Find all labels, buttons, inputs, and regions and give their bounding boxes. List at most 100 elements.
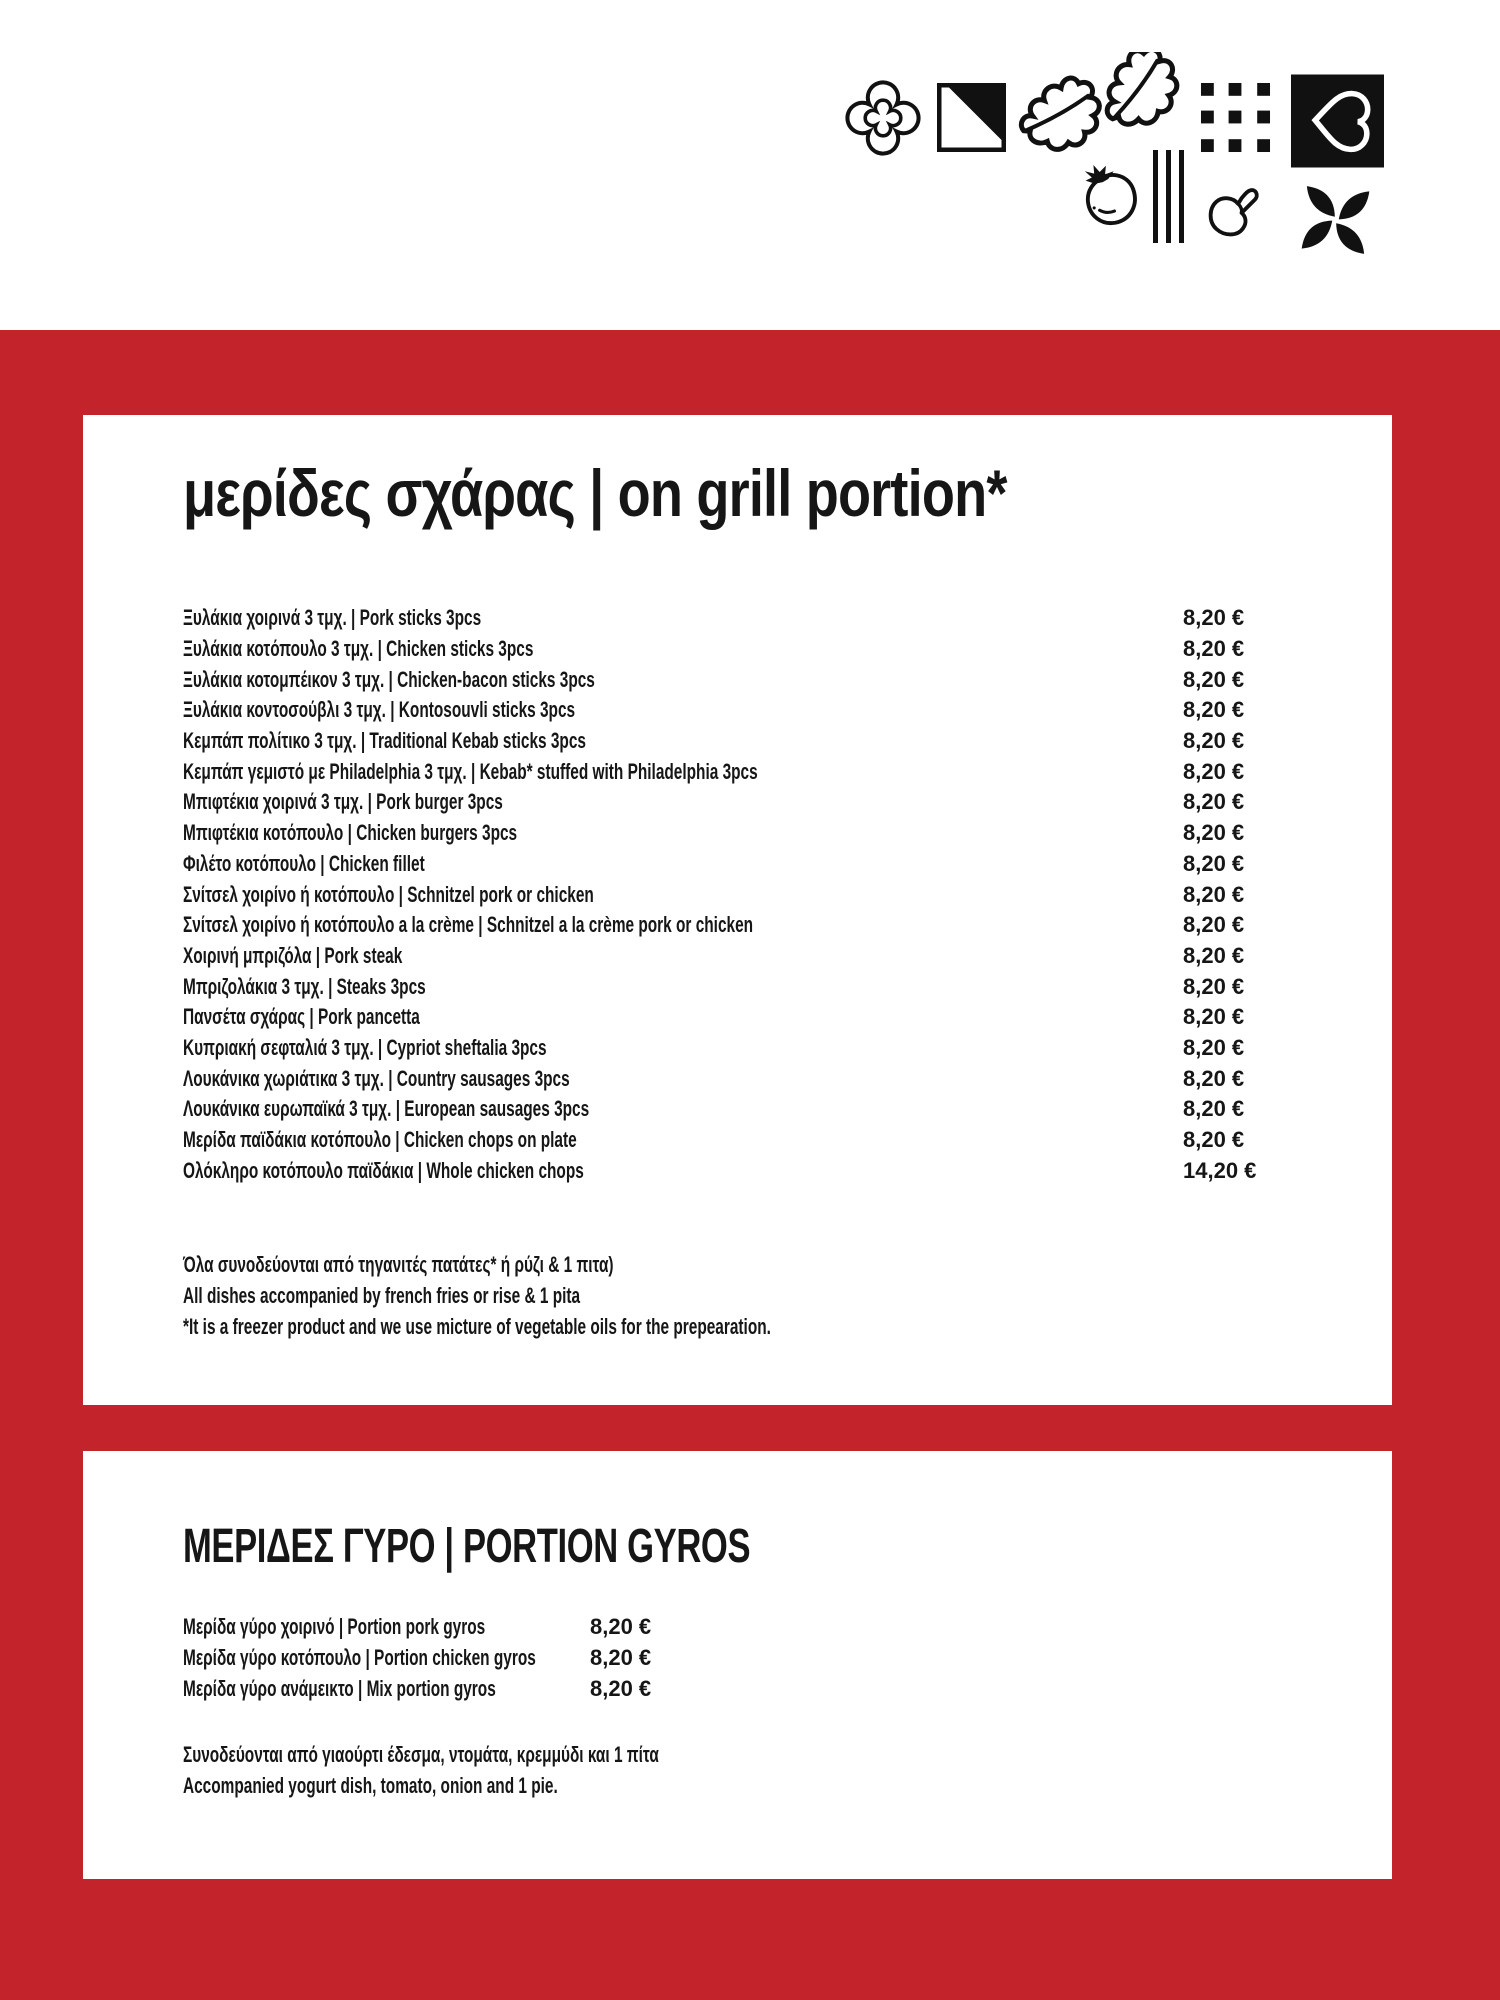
menu-item-row: Χοιρινή μπριζόλα | Pork steak 8,20 €	[183, 941, 1363, 972]
menu-item-name-text: Μερίδα γύρο χοιρινό | Portion pork gyros	[183, 1613, 486, 1639]
menu-item-price: 8,20 €	[1183, 973, 1245, 999]
menu-item-name-text: Πανσέτα σχάρας | Pork pancetta	[183, 1004, 420, 1030]
menu-item-name: Σνίτσελ χοιρίνο ή κοτόπουλο a la crème |…	[183, 912, 1183, 938]
menu-item-price: 8,20 €	[1183, 820, 1245, 846]
menu-item-price: 8,20 €	[1183, 942, 1245, 968]
menu-item-row: Κυπριακή σεφταλιά 3 τμχ. | Cypriot sheft…	[183, 1033, 1363, 1064]
menu-item-name-text: Ολόκληρο κοτόπουλο παϊδάκια | Whole chic…	[183, 1157, 584, 1183]
menu-item-price: 8,20 €	[1183, 850, 1245, 876]
menu-item-name-text: Ξυλάκια κοτομπέικον 3 τμχ. | Chicken-bac…	[183, 666, 595, 692]
menu-item-name-text: Χοιρινή μπριζόλα | Pork steak	[183, 942, 403, 968]
menu-item-name-text: Μπριζολάκια 3 τμχ. | Steaks 3pcs	[183, 973, 426, 999]
heart-square-icon	[1291, 74, 1384, 168]
menu-item-name: Ολόκληρο κοτόπουλο παϊδάκια | Whole chic…	[183, 1158, 1183, 1184]
menu-item-name-text: Μερίδα γύρο κοτόπουλο | Portion chicken …	[183, 1644, 536, 1670]
menu-item-name: Ξυλάκια χοιρινά 3 τμχ. | Pork sticks 3pc…	[183, 605, 1183, 631]
menu-item-row: Κεμπάπ πολίτικο 3 τμχ. | Traditional Keb…	[183, 726, 1363, 757]
grill-section-title-text: μερίδες σχάρας | on grill portion*	[183, 456, 1007, 530]
menu-item-price: 8,20 €	[1183, 1034, 1245, 1060]
grill-notes: Όλα συνοδεύονται από τηγανιτές πατάτες* …	[183, 1249, 1023, 1342]
note-line-text: Accompanied yogurt dish, tomato, onion a…	[183, 1773, 558, 1798]
grill-items-list: Ξυλάκια χοιρινά 3 τμχ. | Pork sticks 3pc…	[183, 603, 1363, 1186]
note-line-text: All dishes accompanied by french fries o…	[183, 1283, 581, 1308]
menu-item-row: Μερίδα παϊδάκια κοτόπουλο | Chicken chop…	[183, 1125, 1363, 1156]
menu-item-name: Μερίδα γύρο ανάμεικτο | Mix portion gyro…	[183, 1676, 590, 1702]
menu-item-name: Λουκάνικα ευρωπαϊκά 3 τμχ. | European sa…	[183, 1096, 1183, 1122]
grill-lines-icon	[1152, 149, 1184, 244]
menu-item-name: Μερίδα παϊδάκια κοτόπουλο | Chicken chop…	[183, 1127, 1183, 1153]
menu-item-name: Μπριζολάκια 3 τμχ. | Steaks 3pcs	[183, 974, 1183, 1000]
menu-item-row: Πανσέτα σχάρας | Pork pancetta 8,20 €	[183, 1002, 1363, 1033]
menu-item-row: Ξυλάκια κοντοσούβλι 3 τμχ. | Kontosouvli…	[183, 695, 1363, 726]
menu-item-name: Ξυλάκια κοντοσούβλι 3 τμχ. | Kontosouvli…	[183, 697, 1183, 723]
note-line: All dishes accompanied by french fries o…	[183, 1280, 1023, 1311]
menu-item-price: 8,20 €	[1183, 789, 1245, 815]
note-line: Όλα συνοδεύονται από τηγανιτές πατάτες* …	[183, 1249, 1023, 1280]
menu-item-row: Ξυλάκια χοιρινά 3 τμχ. | Pork sticks 3pc…	[183, 603, 1363, 634]
menu-item-row: Σνίτσελ χοιρίνο ή κοτόπουλο | Schnitzel …	[183, 879, 1363, 910]
menu-item-price: 8,20 €	[590, 1644, 652, 1670]
note-line-text: Όλα συνοδεύονται από τηγανιτές πατάτες* …	[183, 1252, 614, 1277]
menu-item-price: 8,20 €	[1183, 697, 1245, 723]
menu-item-name-text: Μερίδα παϊδάκια κοτόπουλο | Chicken chop…	[183, 1127, 577, 1153]
menu-item-row: Μπιφτέκια κοτόπουλο | Chicken burgers 3p…	[183, 818, 1363, 849]
menu-item-name: Κεμπάπ πολίτικο 3 τμχ. | Traditional Keb…	[183, 728, 1183, 754]
menu-item-row: Ξυλάκια κοτομπέικον 3 τμχ. | Chicken-bac…	[183, 664, 1363, 695]
menu-item-price: 8,20 €	[1183, 728, 1245, 754]
tomato-icon	[1070, 158, 1148, 236]
menu-item-price: 8,20 €	[1183, 636, 1245, 662]
menu-item-name: Μπιφτέκια κοτόπουλο | Chicken burgers 3p…	[183, 820, 1183, 846]
menu-item-name: Σνίτσελ χοιρίνο ή κοτόπουλο | Schnitzel …	[183, 882, 1183, 908]
menu-item-name-text: Λουκάνικα χωριάτικα 3 τμχ. | Country sau…	[183, 1065, 570, 1091]
menu-item-row: Μερίδα γύρο ανάμεικτο | Mix portion gyro…	[183, 1673, 803, 1704]
menu-item-price: 8,20 €	[1183, 1096, 1245, 1122]
menu-item-name-text: Κεμπάπ πολίτικο 3 τμχ. | Traditional Keb…	[183, 728, 586, 754]
menu-item-row: Ολόκληρο κοτόπουλο παϊδάκια | Whole chic…	[183, 1155, 1363, 1186]
menu-item-price: 8,20 €	[1183, 1065, 1245, 1091]
menu-item-name-text: Μπιφτέκια κοτόπουλο | Chicken burgers 3p…	[183, 820, 518, 846]
grill-section-card: μερίδες σχάρας | on grill portion* Ξυλάκ…	[83, 415, 1392, 1405]
menu-item-name-text: Ξυλάκια κοντοσούβλι 3 τμχ. | Kontosouvli…	[183, 697, 576, 723]
gyros-items-list: Μερίδα γύρο χοιρινό | Portion pork gyros…	[183, 1611, 803, 1704]
menu-item-name: Χοιρινή μπριζόλα | Pork steak	[183, 943, 1183, 969]
menu-item-name: Κεμπάπ γεμιστό με Philadelphia 3 τμχ. | …	[183, 759, 1183, 785]
menu-item-row: Μπριζολάκια 3 τμχ. | Steaks 3pcs 8,20 €	[183, 971, 1363, 1002]
gyros-section-title-text: ΜΕΡΙΔΕΣ ΓΥΡΟ | PORTION GYROS	[183, 1520, 751, 1573]
menu-item-name-text: Φιλέτο κοτόπουλο | Chicken fillet	[183, 850, 425, 876]
menu-item-name-text: Ξυλάκια χοιρινά 3 τμχ. | Pork sticks 3pc…	[183, 605, 482, 631]
menu-item-row: Λουκάνικα χωριάτικα 3 τμχ. | Country sau…	[183, 1063, 1363, 1094]
grill-section-title: μερίδες σχάρας | on grill portion*	[183, 457, 1187, 530]
menu-item-price: 8,20 €	[1183, 881, 1245, 907]
menu-item-row: Λουκάνικα ευρωπαϊκά 3 τμχ. | European sa…	[183, 1094, 1363, 1125]
menu-item-name-text: Μερίδα γύρο ανάμεικτο | Mix portion gyro…	[183, 1675, 496, 1701]
menu-item-name-text: Σνίτσελ χοιρίνο ή κοτόπουλο | Schnitzel …	[183, 881, 594, 907]
menu-item-name: Μερίδα γύρο κοτόπουλο | Portion chicken …	[183, 1645, 590, 1671]
gyros-section-title: ΜΕΡΙΔΕΣ ΓΥΡΟ | PORTION GYROS	[183, 1520, 971, 1574]
menu-item-row: Μερίδα γύρο κοτόπουλο | Portion chicken …	[183, 1642, 803, 1673]
menu-item-name: Μπιφτέκια χοιρινά 3 τμχ. | Pork burger 3…	[183, 789, 1183, 815]
menu-item-row: Κεμπάπ γεμιστό με Philadelphia 3 τμχ. | …	[183, 756, 1363, 787]
menu-item-name: Ξυλάκια κοτομπέικον 3 τμχ. | Chicken-bac…	[183, 667, 1183, 693]
note-line: Συνοδεύονται από γιαούρτι έδεσμα, ντομάτ…	[183, 1739, 863, 1770]
menu-item-price: 8,20 €	[1183, 1127, 1245, 1153]
menu-item-price: 8,20 €	[590, 1613, 652, 1639]
menu-item-name-text: Σνίτσελ χοιρίνο ή κοτόπουλο a la crème |…	[183, 912, 754, 938]
menu-item-price: 8,20 €	[1183, 1004, 1245, 1030]
menu-item-name: Κυπριακή σεφταλιά 3 τμχ. | Cypriot sheft…	[183, 1035, 1183, 1061]
menu-item-price: 8,20 €	[590, 1675, 652, 1701]
menu-item-price: 8,20 €	[1183, 912, 1245, 938]
menu-item-price: 8,20 €	[1183, 666, 1245, 692]
note-line: Accompanied yogurt dish, tomato, onion a…	[183, 1770, 863, 1801]
note-line-text: Συνοδεύονται από γιαούρτι έδεσμα, ντομάτ…	[183, 1742, 659, 1767]
gyros-notes: Συνοδεύονται από γιαούρτι έδεσμα, ντομάτ…	[183, 1739, 863, 1801]
menu-item-name-text: Ξυλάκια κοτόπουλο 3 τμχ. | Chicken stick…	[183, 636, 534, 662]
menu-item-name: Λουκάνικα χωριάτικα 3 τμχ. | Country sau…	[183, 1066, 1183, 1092]
menu-item-name-text: Κυπριακή σεφταλιά 3 τμχ. | Cypriot sheft…	[183, 1034, 547, 1060]
menu-item-name: Πανσέτα σχάρας | Pork pancetta	[183, 1004, 1183, 1030]
menu-item-row: Φιλέτο κοτόπουλο | Chicken fillet 8,20 €	[183, 849, 1363, 880]
menu-item-name: Φιλέτο κοτόπουλο | Chicken fillet	[183, 851, 1183, 877]
oak-leaves-icon	[1016, 52, 1188, 154]
petal-pinwheel-icon	[1286, 174, 1385, 266]
menu-item-row: Μερίδα γύρο χοιρινό | Portion pork gyros…	[183, 1611, 803, 1642]
